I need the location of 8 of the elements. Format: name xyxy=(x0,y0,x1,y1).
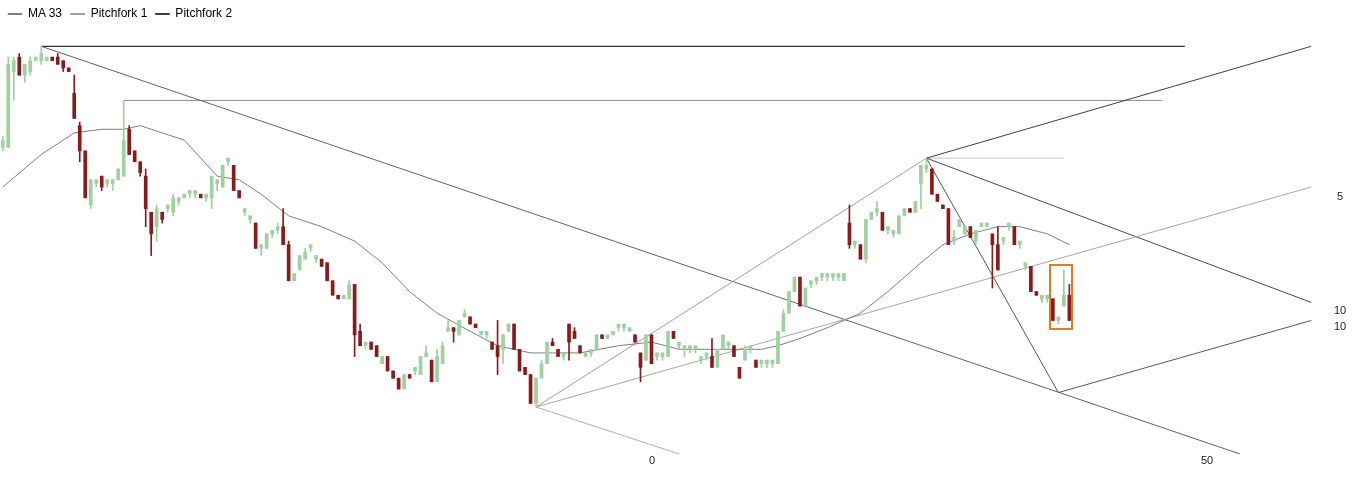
text: 10 xyxy=(1333,303,1347,316)
text: 50 xyxy=(1200,454,1214,467)
text: 0 xyxy=(648,454,656,467)
legend-label: Pitchfork 1 xyxy=(90,6,148,21)
legend-label: Pitchfork 2 xyxy=(175,6,233,21)
legend-label: MA 33 xyxy=(28,6,63,21)
text: 10 xyxy=(1333,319,1347,332)
text: 5 xyxy=(1336,189,1344,202)
